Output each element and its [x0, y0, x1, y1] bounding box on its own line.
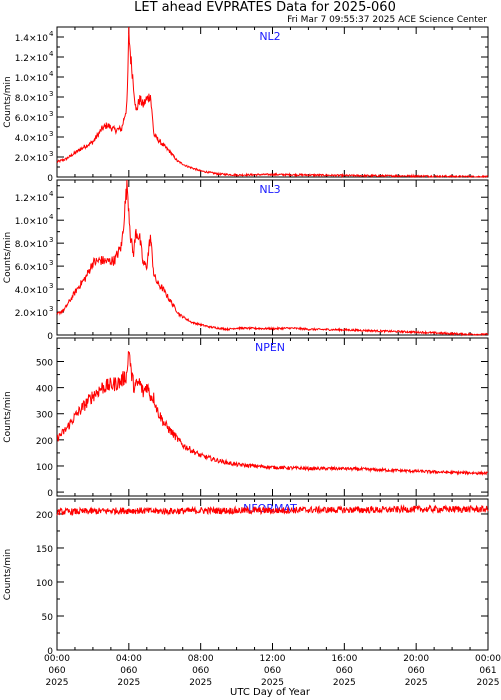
y-tick-label: 0	[47, 647, 53, 657]
panel-nl2: 02.0×10 34.0×10 36.0×10 38.0×10 31.0×10 41.2×…	[3, 26, 489, 184]
y-axis-label: Counts/min	[3, 232, 13, 283]
y-tick-label: 200	[36, 511, 53, 521]
panel-nl3: 02.0×10 34.0×10 36.0×10 38.0×10 31.0×10 41.2×…	[3, 179, 489, 342]
y-tick-label: 1.0×10	[15, 217, 49, 227]
series-line	[56, 351, 489, 476]
series-line	[56, 26, 489, 179]
y-axis-label: Counts/min	[3, 391, 13, 442]
plot-frame	[56, 337, 489, 497]
series-label: NL2	[259, 30, 280, 43]
y-tick-label: 0	[47, 332, 53, 342]
y-tick-exponent: 3	[49, 110, 53, 118]
x-tick-label: 08:00 060 2025	[188, 654, 214, 688]
x-tick-label: 20:00 060 2025	[403, 654, 429, 688]
y-tick-label: 150	[36, 545, 53, 555]
plot-frame	[56, 26, 489, 178]
y-tick-label: 4.0×10	[15, 134, 49, 144]
x-tick-label-line: 2025	[477, 678, 500, 688]
y-tick-label: 0	[47, 489, 53, 499]
x-tick-labels: 00:00060202504:00060202508:00060202512:0…	[44, 654, 501, 688]
plot-frame	[56, 498, 489, 651]
x-tick-label-line: 12:00	[260, 654, 286, 664]
x-tick-label: 16:00 060 2025	[331, 654, 357, 688]
y-tick-exponent: 3	[49, 236, 53, 244]
x-tick-label: 00:00 061 2025	[475, 654, 501, 688]
x-tick-label: 12:00 060 2025	[260, 654, 286, 688]
x-tick-label-line: 2025	[189, 678, 212, 688]
y-tick-exponent: 3	[49, 259, 53, 267]
y-axis-label: Counts/min	[3, 76, 13, 127]
y-tick-exponent: 4	[49, 50, 54, 58]
x-tick-label-line: 060	[264, 666, 281, 676]
x-tick-label-line: 2025	[405, 678, 428, 688]
x-tick-label-line: 060	[336, 666, 353, 676]
y-tick-exponent: 3	[49, 130, 53, 138]
series-line	[56, 179, 489, 337]
y-tick-label: 1.2×10	[15, 194, 49, 204]
y-tick-label: 1.0×10	[15, 74, 49, 84]
x-tick-label-line: 2025	[333, 678, 356, 688]
y-tick-label: 1.2×10	[15, 54, 49, 64]
y-tick-label: 100	[36, 463, 53, 473]
x-tick-label-line: 2025	[46, 678, 69, 688]
y-tick-label: 6.0×10	[15, 114, 49, 124]
y-tick-exponent: 3	[49, 150, 53, 158]
y-tick-exponent: 4	[49, 213, 54, 221]
x-tick-label-line: 060	[408, 666, 425, 676]
y-tick-exponent: 4	[49, 30, 54, 38]
panels: 02.0×10 34.0×10 36.0×10 38.0×10 31.0×10 41.2×…	[3, 26, 489, 657]
x-tick-label-line: 00:00	[44, 654, 70, 664]
timestamp: Fri Mar 7 09:55:37 2025 ACE Science Cent…	[287, 15, 487, 25]
y-tick-label: 4.0×10	[15, 286, 49, 296]
chart-title: LET ahead EVPRATES Data for 2025-060	[134, 0, 396, 15]
y-tick-label: 6.0×10	[15, 263, 49, 273]
y-tick-label: 8.0×10	[15, 94, 49, 104]
y-tick-exponent: 3	[49, 282, 53, 290]
y-tick-label: 400	[36, 385, 53, 395]
x-tick-label-line: 20:00	[403, 654, 429, 664]
x-tick-label-line: 060	[120, 666, 137, 676]
y-tick-label: 0	[47, 174, 53, 184]
x-axis-label: UTC Day of Year	[230, 687, 311, 698]
y-tick-label: 100	[36, 579, 53, 589]
x-tick-label: 00:00 060 2025	[44, 654, 70, 688]
x-tick-label-line: 2025	[261, 678, 284, 688]
y-tick-exponent: 3	[49, 305, 53, 313]
x-tick-label-line: 061	[479, 666, 496, 676]
y-tick-exponent: 3	[49, 90, 53, 98]
x-tick-label-line: 060	[192, 666, 209, 676]
x-tick-label-line: 08:00	[188, 654, 214, 664]
y-tick-exponent: 4	[49, 70, 54, 78]
y-tick-label: 2.0×10	[15, 309, 49, 319]
x-tick-label: 04:00 060 2025	[116, 654, 142, 688]
y-tick-label: 200	[36, 437, 53, 447]
x-tick-label-line: 060	[48, 666, 65, 676]
x-tick-label-line: 2025	[117, 678, 140, 688]
y-tick-label: 500	[36, 359, 53, 369]
series-label: NL3	[259, 183, 280, 196]
y-tick-label: 8.0×10	[15, 240, 49, 250]
series-label: NPEN	[255, 341, 285, 354]
panel-npen: 0 100 200 300 400 500 Counts/min NPEN	[3, 337, 489, 499]
x-tick-label-line: 00:00	[475, 654, 501, 664]
y-axis-label: Counts/min	[3, 549, 13, 600]
x-tick-label-line: 04:00	[116, 654, 142, 664]
y-tick-exponent: 4	[49, 190, 54, 198]
y-tick-label: 2.0×10	[15, 154, 49, 164]
x-tick-label-line: 16:00	[331, 654, 357, 664]
y-tick-label: 1.4×10	[15, 34, 49, 44]
series-line	[56, 504, 489, 517]
plot-frame	[56, 179, 489, 336]
y-tick-label: 300	[36, 411, 53, 421]
y-tick-label: 50	[42, 613, 54, 623]
